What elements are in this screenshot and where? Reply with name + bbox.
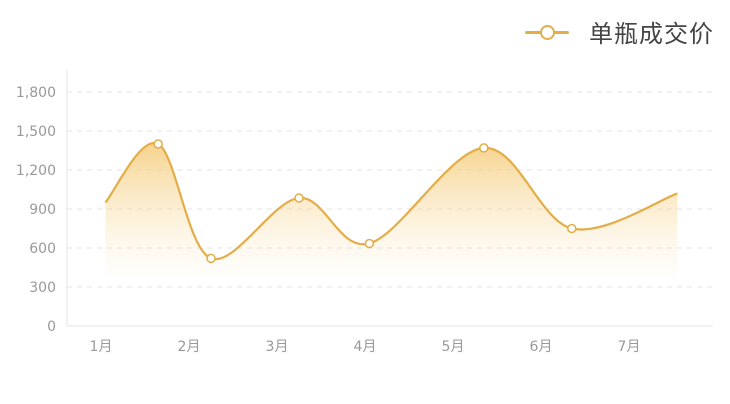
x-tick-label: 3月 (266, 339, 289, 355)
x-tick-label: 5月 (442, 339, 465, 355)
x-tick-label: 2月 (178, 339, 201, 355)
y-tick-label: 600 (29, 241, 56, 257)
series-area (105, 142, 678, 276)
y-tick-label: 900 (29, 202, 56, 218)
y-tick-label: 300 (29, 280, 56, 296)
y-tick-label: 1,500 (16, 124, 56, 140)
data-point[interactable] (206, 253, 216, 264)
x-tick-label: 7月 (618, 339, 641, 355)
x-tick-label: 1月 (90, 339, 113, 355)
data-point[interactable] (479, 143, 489, 153)
y-tick-label: 0 (47, 319, 56, 335)
legend[interactable]: 单瓶成交价 (525, 14, 714, 49)
data-point[interactable] (294, 193, 304, 203)
y-tick-label: 1,800 (16, 85, 56, 101)
x-tick-label: 4月 (354, 339, 377, 355)
data-point[interactable] (567, 223, 577, 234)
x-tick-label: 6月 (530, 339, 553, 355)
data-point[interactable] (153, 139, 163, 149)
legend-label: 单瓶成交价 (589, 20, 714, 48)
y-tick-label: 1,200 (16, 163, 56, 179)
data-point[interactable] (364, 238, 375, 249)
legend-line-marker-icon (525, 22, 569, 42)
series-line (104, 142, 678, 261)
